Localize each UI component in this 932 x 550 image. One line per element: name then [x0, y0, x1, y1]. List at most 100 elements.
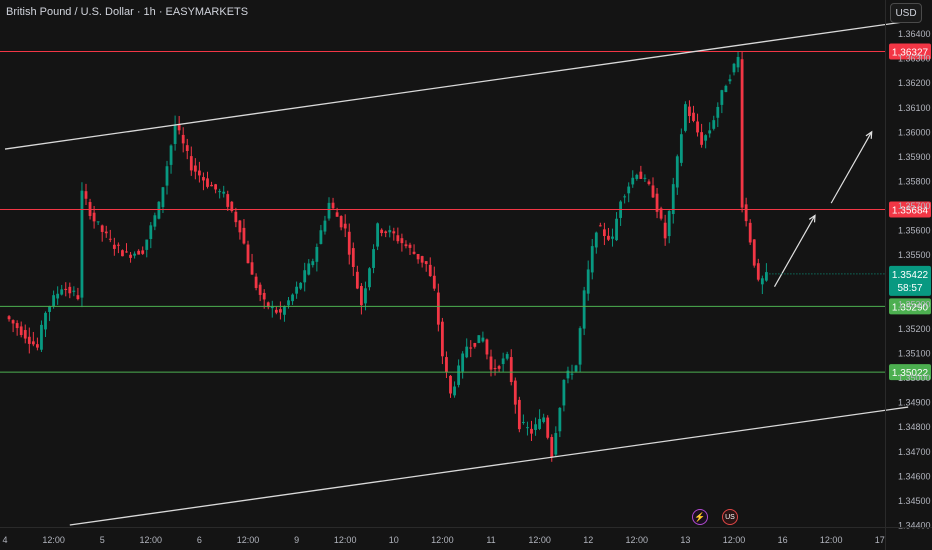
- candle-body: [740, 59, 744, 208]
- candle-body: [218, 191, 222, 193]
- price-tick-label: 1.35300: [898, 299, 931, 309]
- candle-body: [509, 357, 513, 383]
- candle-body: [688, 106, 691, 117]
- candle-body: [643, 177, 647, 179]
- candle-body: [137, 250, 141, 255]
- candle-body: [457, 365, 460, 385]
- candle-body: [198, 170, 201, 176]
- price-tick-label: 1.34800: [898, 422, 931, 432]
- price-tick-label: 1.35000: [898, 373, 931, 383]
- time-tick-label: 12:00: [626, 535, 649, 545]
- candle-body: [651, 185, 655, 198]
- candle-body: [242, 227, 246, 244]
- candle-body: [27, 336, 31, 344]
- candle-body: [287, 300, 290, 306]
- candle-body: [692, 112, 695, 121]
- price-tick-label: 1.35600: [898, 226, 931, 236]
- candle-body: [31, 341, 35, 345]
- candle-body: [546, 417, 550, 438]
- candle-body: [477, 335, 481, 343]
- candle-body: [153, 215, 157, 227]
- candle-body: [445, 357, 448, 373]
- candle-body: [574, 365, 578, 372]
- candle-body: [7, 316, 11, 320]
- candle-body: [307, 263, 311, 275]
- candle-body: [700, 132, 703, 145]
- candle-body: [262, 292, 266, 300]
- candle-body: [667, 211, 671, 237]
- candle-body: [461, 353, 465, 372]
- candle-body: [202, 177, 205, 181]
- candle-body: [542, 417, 546, 422]
- price-tick-label: 1.35700: [898, 201, 931, 211]
- channel-trendline: [4, 20, 909, 150]
- candle-body: [582, 290, 586, 329]
- time-tick-label: 12:00: [140, 535, 163, 545]
- candle-body: [351, 248, 355, 267]
- us-flag-icon[interactable]: US: [722, 509, 738, 525]
- candle-body: [765, 272, 768, 281]
- price-tick-label: 1.34700: [898, 447, 931, 457]
- candle-body: [566, 370, 570, 379]
- countdown-label: 58:57: [897, 283, 922, 294]
- candle-body: [52, 295, 55, 307]
- candle-body: [748, 222, 752, 243]
- candle-body: [108, 238, 112, 240]
- candle-body: [254, 276, 258, 289]
- candle-body: [234, 211, 238, 223]
- candle-body: [100, 225, 104, 232]
- time-tick-label: 12:00: [723, 535, 746, 545]
- candle-body: [534, 424, 537, 430]
- price-level-label: 1.35684: [892, 206, 929, 217]
- time-tick-label: 6: [197, 535, 202, 545]
- candle-body: [72, 290, 76, 292]
- candle-body: [319, 230, 323, 244]
- price-level-tag: [889, 201, 931, 218]
- candle-body: [165, 166, 169, 186]
- candle-body: [372, 249, 375, 268]
- candle-body: [133, 253, 136, 256]
- currency-button[interactable]: USD: [890, 3, 922, 23]
- candle-body: [226, 194, 230, 207]
- candle-body: [752, 239, 756, 266]
- candle-body: [48, 306, 51, 312]
- candle-body: [64, 288, 68, 290]
- candle-body: [173, 124, 177, 144]
- candle-body: [210, 184, 213, 187]
- candle-body: [335, 212, 339, 217]
- candle-body: [315, 246, 319, 262]
- candle-body: [716, 106, 720, 118]
- candle-body: [68, 286, 72, 294]
- candle-body: [149, 225, 153, 239]
- candle-body: [36, 344, 39, 348]
- price-level-tag: [889, 43, 931, 60]
- candle-body: [117, 244, 120, 246]
- time-tick-label: 12: [583, 535, 593, 545]
- candle-body: [554, 433, 558, 455]
- projection-arrow: [830, 131, 873, 204]
- candle-body: [736, 56, 740, 68]
- time-tick-label: 12:00: [431, 535, 454, 545]
- price-tick-label: 1.36000: [898, 127, 931, 137]
- candle-body: [530, 428, 533, 434]
- candle-body: [222, 191, 226, 194]
- candle-body: [408, 244, 412, 248]
- candle-body: [388, 230, 392, 233]
- price-tick-label: 1.35900: [898, 152, 931, 162]
- lightning-icon[interactable]: ⚡: [692, 509, 708, 525]
- price-level-tag: [889, 364, 931, 381]
- candle-body: [258, 284, 262, 295]
- candle-body: [416, 253, 420, 260]
- candle-body: [161, 187, 165, 208]
- candle-body: [428, 264, 432, 277]
- candle-body: [505, 354, 509, 359]
- price-tick-label: 1.34400: [898, 521, 931, 531]
- candle-body: [720, 90, 724, 105]
- candle-body: [193, 165, 197, 172]
- candle-body: [331, 202, 335, 209]
- price-level-label: 1.35022: [892, 368, 929, 379]
- candle-body: [603, 229, 606, 237]
- candle-body: [291, 294, 294, 302]
- price-level-label: 1.36327: [892, 48, 929, 59]
